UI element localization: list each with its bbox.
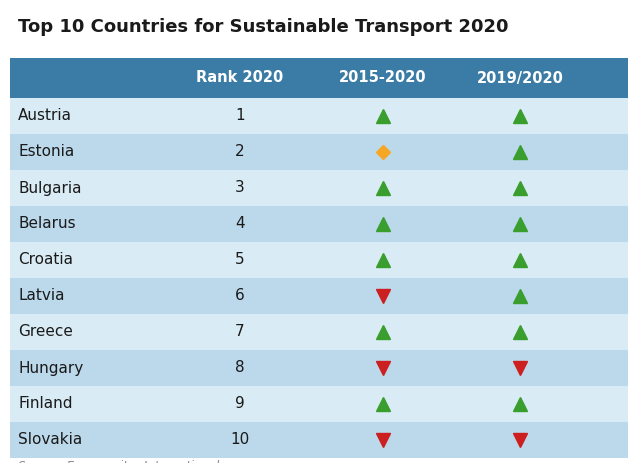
Text: Bulgaria: Bulgaria — [18, 181, 81, 195]
Text: Belarus: Belarus — [18, 217, 76, 232]
Text: Source: Euromonitor International: Source: Euromonitor International — [18, 460, 220, 463]
Bar — [10, 314, 628, 350]
Text: 2: 2 — [235, 144, 245, 159]
Text: Latvia: Latvia — [18, 288, 65, 304]
Bar — [10, 134, 628, 170]
Text: 2015-2020: 2015-2020 — [339, 70, 427, 86]
Text: 4: 4 — [235, 217, 245, 232]
Bar — [10, 242, 628, 278]
Text: 10: 10 — [230, 432, 250, 448]
Text: 9: 9 — [235, 396, 245, 412]
Bar — [10, 98, 628, 134]
Text: Rank 2020: Rank 2020 — [196, 70, 284, 86]
Text: Austria: Austria — [18, 108, 72, 124]
Text: 7: 7 — [235, 325, 245, 339]
Bar — [10, 350, 628, 386]
Text: Top 10 Countries for Sustainable Transport 2020: Top 10 Countries for Sustainable Transpo… — [18, 18, 509, 36]
Text: Greece: Greece — [18, 325, 73, 339]
Bar — [10, 422, 628, 458]
Text: 6: 6 — [235, 288, 245, 304]
Bar — [10, 386, 628, 422]
Bar — [10, 278, 628, 314]
Bar — [10, 170, 628, 206]
Text: 1: 1 — [235, 108, 245, 124]
Text: 8: 8 — [235, 361, 245, 375]
Bar — [10, 206, 628, 242]
Text: Finland: Finland — [18, 396, 72, 412]
Text: Estonia: Estonia — [18, 144, 74, 159]
Bar — [10, 58, 628, 98]
Text: Hungary: Hungary — [18, 361, 83, 375]
Text: Croatia: Croatia — [18, 252, 73, 268]
Text: 5: 5 — [235, 252, 245, 268]
Text: 2019/2020: 2019/2020 — [477, 70, 563, 86]
Text: Slovakia: Slovakia — [18, 432, 83, 448]
Text: 3: 3 — [235, 181, 245, 195]
